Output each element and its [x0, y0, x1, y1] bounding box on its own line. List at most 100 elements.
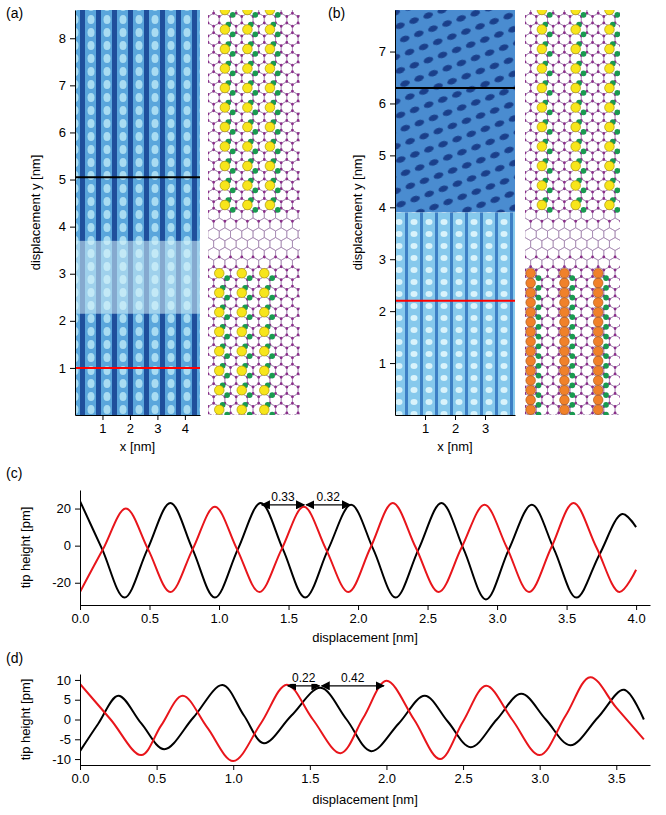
green-atom — [603, 402, 609, 408]
green-atom — [581, 12, 587, 18]
tick: 4 — [379, 200, 395, 215]
adatom — [571, 44, 581, 54]
axis-line — [81, 765, 651, 766]
tick-mark — [157, 415, 158, 420]
panel-label: (b) — [328, 5, 345, 21]
panel-0: 123412345678(a)x [nm]displacement y [nm] — [6, 5, 201, 454]
green-atom — [603, 324, 609, 330]
tick-label: 7 — [59, 78, 66, 93]
adatom — [526, 376, 536, 386]
adatom — [220, 200, 230, 210]
green-atom — [569, 285, 575, 291]
green-atom — [252, 188, 258, 194]
tick-mark — [70, 321, 75, 322]
tick: 3.0 — [531, 765, 549, 786]
adatom — [214, 405, 224, 415]
tick: 2.0 — [350, 605, 368, 626]
tick-label: 4.0 — [628, 611, 646, 626]
green-atom — [615, 51, 620, 57]
y-axis-title: displacement y [nm] — [28, 155, 43, 271]
adatom — [265, 142, 275, 152]
green-atom — [275, 71, 281, 77]
spacing-arrow — [288, 685, 320, 686]
green-atom — [603, 383, 609, 389]
adatom — [214, 307, 224, 317]
spacing-arrow — [322, 685, 384, 686]
tick-label: 3.5 — [608, 771, 626, 786]
tick-mark — [485, 415, 486, 420]
adatom — [537, 181, 547, 191]
tick: 5 — [64, 692, 80, 707]
tick: 3 — [482, 415, 489, 436]
adatom — [593, 356, 603, 366]
tick: 1.5 — [280, 605, 298, 626]
green-atom — [536, 344, 542, 350]
adatom — [560, 337, 570, 347]
adatom — [593, 337, 603, 347]
adatom — [593, 268, 603, 278]
green-atom — [569, 402, 575, 408]
tick-mark — [70, 227, 75, 228]
adatom — [571, 122, 581, 132]
tick: 6 — [379, 96, 395, 111]
tick-label: 1 — [379, 356, 386, 371]
green-atom — [536, 314, 542, 320]
green-atom — [615, 168, 620, 174]
tick: 2.0 — [378, 765, 396, 786]
adatom — [265, 25, 275, 35]
adatom — [243, 44, 253, 54]
profile-curve — [80, 503, 636, 592]
tick: 1.0 — [225, 765, 243, 786]
tick-mark — [75, 739, 80, 740]
tick-label: 20 — [57, 501, 71, 516]
axis-line — [80, 675, 81, 766]
tick: 3 — [379, 252, 395, 267]
green-atom — [247, 275, 253, 281]
green-atom — [247, 412, 253, 415]
green-atom — [581, 51, 587, 57]
tick: 0 — [64, 712, 80, 727]
tick-mark — [75, 509, 80, 510]
green-atom — [581, 149, 587, 155]
adatom — [237, 327, 247, 337]
green-atom — [581, 90, 587, 96]
green-atom — [224, 373, 230, 379]
green-atom — [569, 324, 575, 330]
adatom — [220, 181, 230, 191]
green-atom — [275, 12, 281, 18]
green-atom — [603, 295, 609, 301]
tick-mark — [80, 765, 81, 770]
green-atom — [569, 334, 575, 340]
adatom — [605, 122, 615, 132]
tick-label: 4 — [379, 200, 386, 215]
adatom — [593, 327, 603, 337]
tick-mark — [390, 311, 395, 312]
profile-line — [395, 87, 515, 89]
green-atom — [581, 110, 587, 116]
green-atom — [615, 71, 620, 77]
y-axis-title: tip height [pm] — [18, 507, 33, 589]
adatom — [593, 288, 603, 298]
tick-mark — [75, 546, 80, 547]
adatom — [537, 83, 547, 93]
adatom — [220, 122, 230, 132]
tick-mark — [102, 415, 103, 420]
adatom — [214, 288, 224, 298]
panel-label: (c) — [6, 465, 22, 481]
green-atom — [224, 314, 230, 320]
tick-mark — [70, 180, 75, 181]
tick: 5 — [379, 148, 395, 163]
tick: 2 — [59, 313, 75, 328]
y-axis: 1234567 — [379, 11, 396, 416]
adatom — [560, 317, 570, 327]
green-atom — [536, 392, 542, 398]
tick: 0.0 — [71, 765, 89, 786]
adatom — [214, 346, 224, 356]
green-atom — [547, 149, 553, 155]
adatom — [265, 181, 275, 191]
tick-label: 0 — [64, 538, 71, 553]
adatom — [237, 288, 247, 298]
green-atom — [252, 51, 258, 57]
tick-mark — [150, 605, 151, 610]
adatom — [243, 83, 253, 93]
